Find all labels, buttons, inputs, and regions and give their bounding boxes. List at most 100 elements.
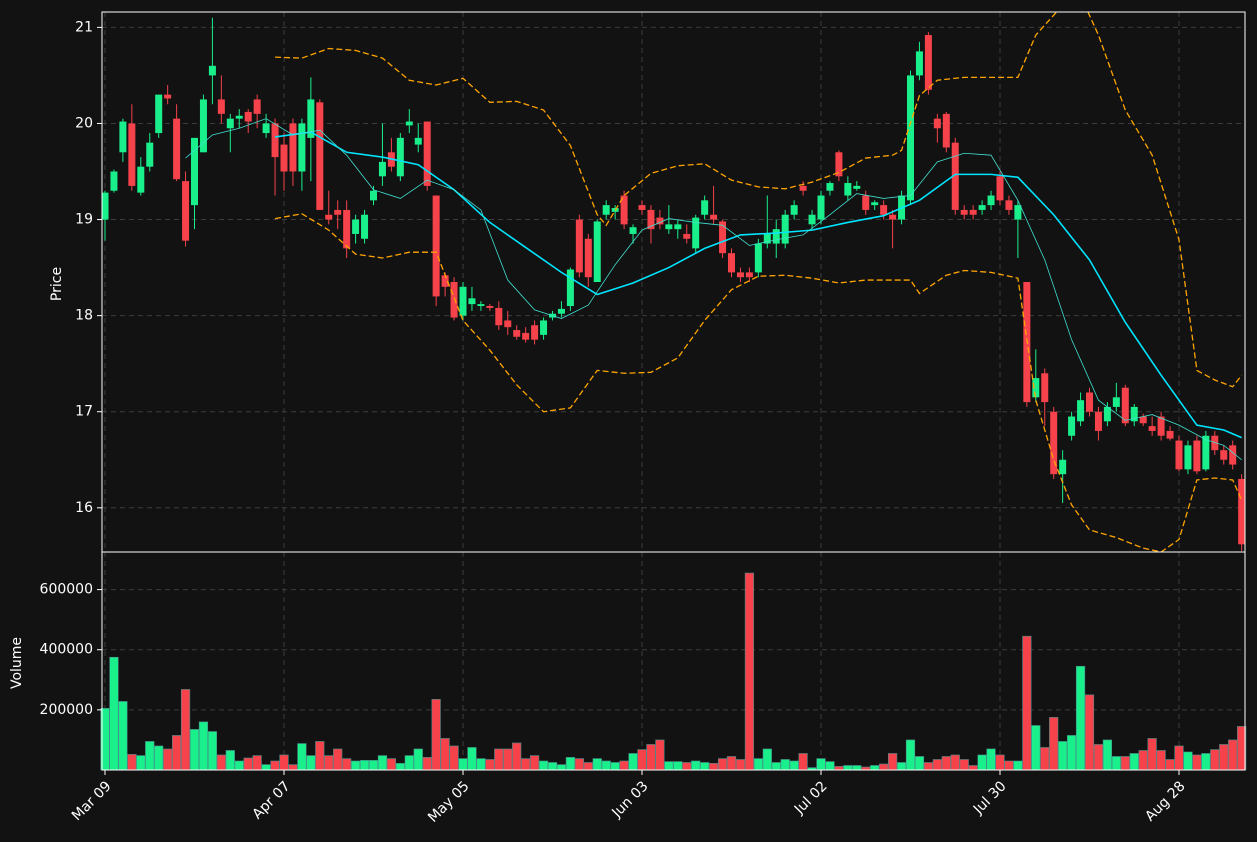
candle-body [915, 51, 923, 76]
volume-bar [879, 763, 889, 771]
candle-body [235, 115, 243, 119]
y-axis-label: Volume [9, 637, 25, 689]
candle-body [137, 166, 145, 193]
candle-body [978, 205, 986, 210]
volume-bar [350, 760, 361, 771]
candle-body [844, 183, 852, 196]
candle-body [826, 183, 834, 191]
volume-bar [404, 755, 414, 771]
candle-body [307, 99, 315, 138]
volume-bar [1156, 750, 1166, 771]
candle-body [629, 227, 637, 234]
candle-body [1112, 397, 1120, 407]
volume-bar [583, 762, 593, 771]
candle-body [325, 214, 333, 220]
candle-body [790, 205, 798, 215]
candle-body [1094, 411, 1102, 431]
volume-bar [377, 755, 388, 771]
volume-bar [682, 762, 692, 771]
volume-bar [700, 762, 710, 771]
volume-bar [1013, 760, 1023, 771]
volume-bar [610, 762, 620, 771]
candle-body [495, 307, 503, 326]
candle-body [477, 304, 485, 307]
candle-body [719, 221, 727, 254]
candle-body [1005, 200, 1013, 210]
volume-bar [1210, 749, 1220, 771]
volume-bar [118, 701, 128, 771]
candle-body [1202, 435, 1210, 470]
volume-bar [207, 731, 218, 771]
candle-body [262, 123, 270, 134]
candle-body [119, 121, 127, 153]
volume-bar [216, 754, 226, 771]
volume-bar [467, 747, 477, 771]
volume-bar [476, 758, 486, 771]
volume-bar [1049, 717, 1059, 771]
volume-bar [1075, 665, 1086, 771]
volume-bar [1129, 753, 1139, 771]
candle-body [208, 65, 216, 76]
candle-body [871, 202, 879, 206]
volume-bar [342, 758, 352, 771]
volume-bar [673, 761, 683, 771]
candle-body [736, 272, 744, 278]
candle-body [808, 214, 816, 225]
volume-bar [1111, 756, 1121, 771]
y-tick-label: 18 [75, 308, 93, 324]
volume-bar [646, 744, 656, 771]
candle-body [710, 214, 718, 220]
volume-bar [234, 760, 244, 771]
volume-bar [744, 572, 754, 771]
volume-bar [717, 758, 728, 771]
candle-body [334, 209, 342, 215]
volume-bar [968, 765, 978, 771]
candle-body [513, 330, 521, 337]
volume-bar [798, 753, 808, 771]
candle-body [1157, 416, 1165, 436]
candle-body [754, 243, 762, 273]
candle-body [432, 195, 440, 297]
volume-plot [100, 572, 1247, 771]
candle-body [772, 229, 780, 244]
candle-body [889, 214, 897, 220]
volume-bar [521, 758, 531, 771]
volume-bar [592, 758, 602, 771]
volume-bar [977, 754, 987, 771]
indicator-line [274, 131, 1242, 439]
candle-body [423, 121, 431, 186]
candle-body [522, 332, 530, 340]
candle-body [1184, 445, 1192, 470]
candle-body [540, 320, 548, 335]
candle-body [683, 233, 691, 239]
candle-body [1077, 400, 1085, 422]
volume-bar [950, 754, 960, 771]
volume-bar [333, 748, 343, 771]
volume-bar [1084, 694, 1095, 771]
candle-body [584, 238, 592, 278]
volume-bar [1120, 756, 1130, 771]
volume-bar [762, 748, 772, 771]
volume-bar [655, 739, 665, 771]
volume-bar [1031, 725, 1041, 771]
y-tick-label: 19 [75, 212, 93, 228]
volume-bar [789, 760, 799, 771]
volume-bar [431, 699, 441, 771]
volume-bar [1102, 739, 1112, 771]
candle-body [951, 142, 959, 210]
volume-bar [1219, 744, 1229, 771]
volume-bar [896, 762, 907, 771]
volume-bar [172, 735, 182, 771]
volume-bar [771, 762, 781, 771]
candle-body [531, 325, 539, 340]
volume-bar [691, 760, 701, 771]
y-tick-label: 200000 [40, 702, 93, 718]
volume-frame [101, 551, 1246, 771]
candle-body [396, 137, 404, 177]
volume-bar [834, 766, 844, 771]
candle-body [217, 99, 225, 114]
volume-bar [261, 764, 271, 771]
candle-body [226, 118, 234, 129]
volume-bar [297, 743, 307, 771]
